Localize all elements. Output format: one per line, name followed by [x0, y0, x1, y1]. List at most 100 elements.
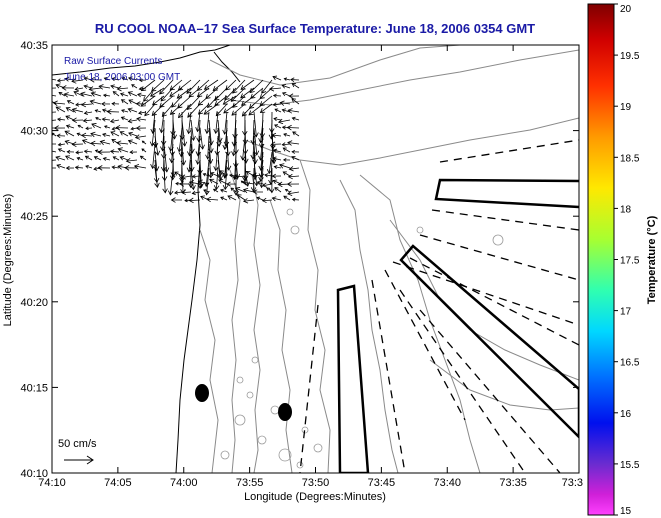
current-vector	[191, 174, 201, 179]
current-vector	[252, 189, 264, 195]
current-vector	[150, 87, 165, 97]
scale-arrow	[64, 455, 94, 465]
current-vector	[218, 179, 228, 185]
current-vector	[154, 135, 161, 156]
current-vector	[190, 167, 196, 191]
current-vector	[111, 165, 120, 170]
current-vector	[240, 95, 255, 106]
current-vector	[65, 115, 75, 121]
current-vector	[291, 116, 300, 121]
current-vector	[269, 167, 275, 194]
current-vector	[127, 91, 138, 97]
x-tick-label: 73:50	[302, 477, 330, 489]
current-vector	[75, 102, 84, 107]
current-vector	[80, 91, 93, 97]
current-vector	[71, 78, 84, 84]
current-vector	[52, 100, 66, 106]
current-vector	[65, 165, 75, 171]
current-vector	[242, 198, 255, 204]
current-vector	[287, 173, 300, 180]
current-vector	[196, 87, 210, 97]
x-tick-label: 74:10	[38, 477, 66, 489]
current-vector	[73, 90, 84, 97]
current-vector	[111, 126, 120, 131]
current-vector	[82, 118, 93, 123]
current-vector	[120, 116, 129, 121]
current-vector	[66, 149, 75, 154]
current-vector	[213, 143, 219, 172]
current-vector	[143, 87, 156, 102]
colorbar-tick-label: 20	[620, 4, 632, 15]
current-vector	[83, 110, 93, 115]
current-vector	[89, 77, 102, 83]
current-vector	[191, 190, 201, 196]
y-tick-label: 40:15	[20, 382, 48, 394]
current-vector	[248, 103, 264, 116]
current-vector	[112, 156, 120, 161]
current-vectors	[52, 75, 300, 204]
current-vector	[137, 92, 147, 98]
current-vector	[120, 99, 129, 105]
current-vector	[76, 156, 84, 161]
current-vector	[91, 123, 102, 129]
current-vector	[226, 181, 237, 187]
current-vector	[206, 196, 219, 203]
current-vector	[71, 107, 84, 113]
station-marker-1	[195, 384, 209, 402]
current-vector	[233, 167, 239, 196]
current-vector	[283, 133, 291, 137]
current-vector	[88, 86, 102, 92]
current-vector	[99, 139, 111, 146]
current-vector	[259, 103, 273, 114]
x-tick-label: 73:45	[368, 477, 396, 489]
current-vector	[134, 134, 147, 140]
y-tick-label: 40:35	[20, 40, 48, 52]
current-vector	[290, 77, 300, 83]
current-vector	[140, 79, 156, 92]
current-vector	[242, 187, 255, 194]
current-vector	[208, 119, 214, 146]
current-vector	[196, 119, 202, 143]
current-vector	[212, 188, 219, 193]
current-vector	[212, 79, 228, 91]
current-vector	[127, 118, 138, 124]
y-axis: 40:35 40:30 40:25 40:20 40:15 40:10 Latitude …	[2, 40, 579, 480]
current-vector	[266, 187, 273, 193]
legend-currents-title: Raw Surface Currents	[64, 56, 162, 67]
current-vector	[121, 109, 129, 113]
current-vector	[179, 181, 192, 187]
current-vector	[162, 167, 168, 194]
dashed-lines	[299, 139, 579, 473]
map-title: RU COOL NOAA–17 Sea Surface Temperature:…	[95, 21, 535, 36]
current-vector	[189, 127, 195, 154]
current-vector	[65, 155, 75, 161]
current-vector	[214, 87, 228, 101]
current-vector	[110, 131, 120, 137]
current-vector	[268, 119, 275, 140]
current-vector	[252, 143, 258, 165]
current-vector	[127, 107, 138, 113]
current-vector	[90, 91, 102, 97]
current-vector	[272, 102, 282, 107]
current-vector	[256, 196, 264, 201]
colorbar-tick-label: 15	[620, 506, 632, 517]
current-vector	[127, 76, 138, 82]
y-axis-label: Latitude (Degrees:Minutes)	[2, 194, 14, 327]
colorbar-tick-label: 18	[620, 204, 632, 215]
x-tick-label: 73:40	[433, 477, 461, 489]
current-vector	[57, 142, 66, 147]
current-vector	[74, 165, 84, 170]
current-vector	[203, 189, 210, 193]
current-vector	[121, 76, 129, 81]
current-vector	[202, 172, 210, 177]
current-vector	[116, 85, 129, 92]
current-vector	[232, 95, 246, 108]
current-vector	[140, 95, 156, 107]
current-vector	[283, 77, 291, 81]
current-vector	[188, 197, 201, 204]
current-vector	[264, 173, 273, 178]
current-vector	[159, 95, 174, 108]
current-vector	[77, 124, 84, 129]
current-vector	[282, 171, 291, 177]
current-vector	[52, 87, 57, 89]
